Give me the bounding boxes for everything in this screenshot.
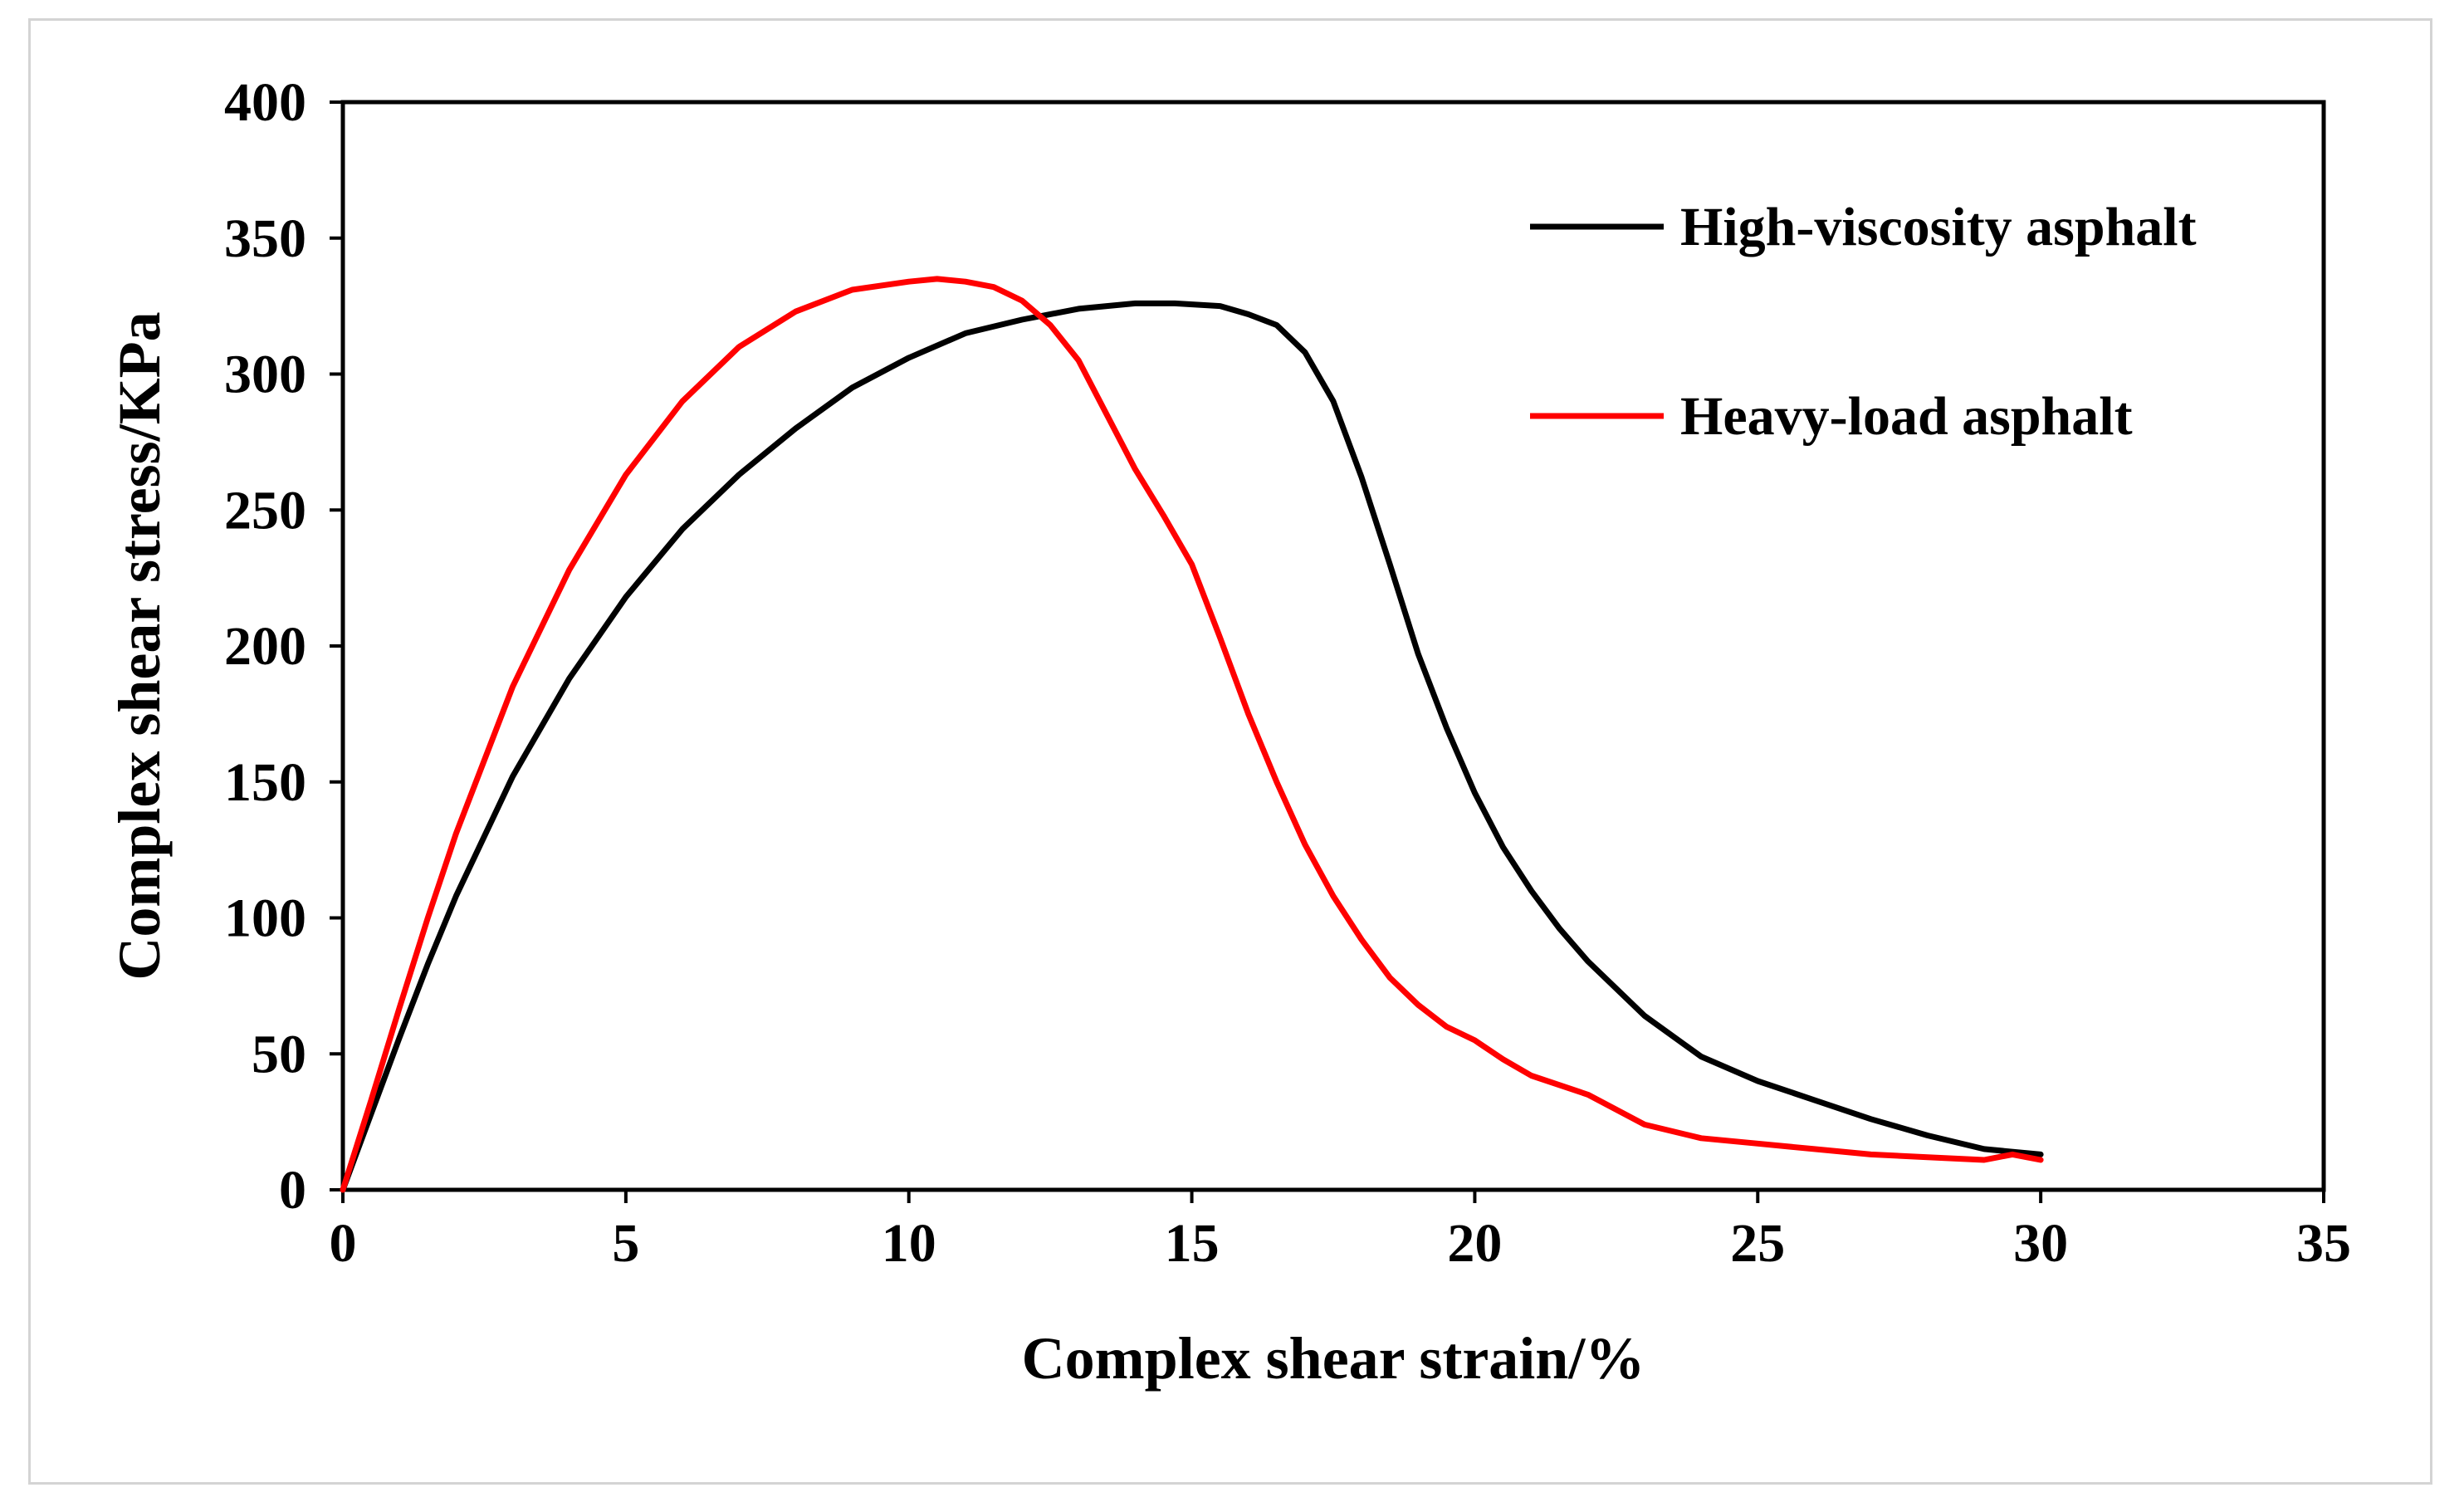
y-tick-label: 400 (224, 72, 306, 133)
figure-frame (28, 18, 2432, 1485)
series-line-heavy-load (340, 276, 2044, 1193)
plot-area (340, 100, 2326, 1192)
series-line-high-viscosity (340, 300, 2044, 1193)
y-tick-label: 300 (224, 345, 306, 405)
series-layer (340, 276, 2044, 1193)
legend: High-viscosity asphalt Heavy-load asphal… (1530, 197, 2197, 447)
x-tick-label: 5 (612, 1213, 639, 1274)
x-tick-label: 35 (2296, 1213, 2351, 1274)
x-tick-label: 15 (1165, 1213, 1220, 1274)
x-axis-title: Complex shear strain/% (1022, 1325, 1645, 1392)
x-tick-label: 20 (1447, 1213, 1502, 1274)
y-tick-label: 250 (224, 480, 306, 541)
y-axis-title: Complex shear stress/KPa (106, 311, 173, 980)
y-tick-label: 50 (252, 1024, 306, 1084)
x-tick-label: 30 (2013, 1213, 2068, 1274)
legend-label-high-viscosity: High-viscosity asphalt (1680, 197, 2197, 257)
y-tick-label: 100 (224, 888, 306, 949)
x-tick-label: 10 (882, 1213, 936, 1274)
y-tick-label: 350 (224, 208, 306, 269)
y-tick-label: 150 (224, 752, 306, 813)
y-tick-label: 0 (279, 1160, 306, 1221)
y-axis-ticks: 0 50 100 150 200 250 300 350 400 (224, 72, 343, 1221)
y-tick-label: 200 (224, 616, 306, 677)
x-tick-label: 25 (1730, 1213, 1785, 1274)
legend-label-heavy-load: Heavy-load asphalt (1680, 386, 2133, 447)
x-tick-label: 0 (330, 1213, 357, 1274)
x-axis-ticks: 0 5 10 15 20 25 30 35 (330, 1190, 2351, 1274)
